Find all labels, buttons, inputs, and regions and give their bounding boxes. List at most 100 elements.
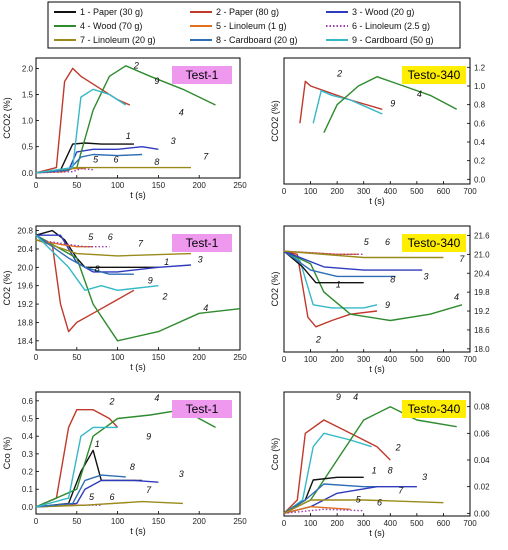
- y-tick-label: 0.00: [474, 509, 490, 518]
- curve-label-2: 2: [108, 396, 114, 406]
- legend-label-6: 6 - Linoleum (2.5 g): [352, 21, 430, 31]
- curve-label-4: 4: [179, 107, 184, 117]
- x-tick-label: 200: [193, 517, 207, 526]
- x-axis-label: t (s): [130, 190, 146, 200]
- x-tick-label: 200: [193, 181, 207, 190]
- curve-label-5: 5: [364, 237, 370, 247]
- curve-label-7: 7: [138, 239, 144, 249]
- curve-label-4: 4: [203, 303, 208, 313]
- y-tick-label: 18.0: [474, 345, 490, 354]
- series-line-2: [299, 80, 383, 124]
- x-tick-label: 100: [111, 353, 125, 362]
- y-tick-label: 0.6: [22, 397, 34, 406]
- legend-label-9: 9 - Cardboard (50 g): [352, 35, 434, 45]
- y-tick-label: 20.4: [474, 269, 490, 278]
- legend-box: [47, 1, 461, 49]
- curve-label-9: 9: [148, 275, 153, 285]
- tag-label: Test-1: [186, 402, 219, 416]
- y-tick-label: 2.0: [22, 64, 34, 73]
- curve-label-3: 3: [171, 136, 176, 146]
- y-tick-label: 0.04: [474, 456, 490, 465]
- chart-panel-A: 0 50 100 150 200 250 0.0 0.5 1.0 1.5 2.0 t (s) CCO2 …: [2, 57, 247, 200]
- y-tick-label: 0.0: [22, 169, 34, 178]
- series-line-9: [35, 234, 159, 291]
- series-line-9: [312, 90, 383, 124]
- curve-label-8: 8: [390, 275, 395, 285]
- y-tick-label: 0.8: [474, 101, 486, 110]
- tag-box: [172, 400, 232, 418]
- curve-label-5: 5: [89, 492, 95, 502]
- y-tick-label: 21.6: [474, 231, 490, 240]
- curve-label-9: 9: [336, 392, 341, 402]
- curve-label-3: 3: [424, 272, 429, 282]
- series-line-8: [35, 153, 143, 174]
- series-line-3: [36, 234, 192, 273]
- tag-box: [402, 66, 466, 84]
- legend-label-4: 4 - Wood (70 g): [80, 21, 142, 31]
- x-tick-label: 600: [437, 355, 451, 364]
- x-tick-label: 400: [384, 519, 398, 528]
- series-line-5: [283, 506, 351, 514]
- y-tick-label: 0.5: [22, 143, 34, 152]
- curve-label-2: 2: [336, 69, 342, 79]
- x-tick-label: 50: [72, 353, 81, 362]
- legend-label-3: 3 - Wood (20 g): [352, 7, 414, 17]
- series-line-7: [283, 250, 444, 259]
- y-axis-label: CCO2 (%): [270, 100, 280, 142]
- series-line-9: [35, 426, 118, 508]
- x-tick-label: 0: [34, 181, 39, 190]
- x-tick-label: 400: [384, 187, 398, 196]
- y-tick-label: 0.06: [474, 429, 490, 438]
- curve-label-9: 9: [146, 432, 151, 442]
- curve-label-6: 6: [109, 492, 114, 502]
- x-tick-label: 100: [304, 187, 318, 196]
- x-tick-label: 0: [282, 519, 287, 528]
- curve-label-7: 7: [398, 485, 404, 495]
- x-tick-label: 700: [463, 355, 477, 364]
- y-tick-label: 18.4: [17, 337, 33, 346]
- x-tick-label: 250: [233, 517, 247, 526]
- curve-label-1: 1: [164, 257, 169, 267]
- series-line-8: [35, 474, 126, 508]
- tag-label: Test-1: [186, 68, 219, 82]
- y-tick-label: 0.6: [474, 119, 486, 128]
- y-tick-label: 19.6: [17, 282, 33, 291]
- y-tick-label: 0.4: [474, 138, 486, 147]
- curve-label-8: 8: [95, 264, 100, 274]
- series-line-4: [283, 250, 463, 322]
- curve-label-7: 7: [146, 485, 152, 495]
- curve-label-4: 4: [353, 392, 358, 402]
- chart-panel-B: 0 100 200 300 400 500 600 700 0.0 0.2 0.4 0.6 0.8 1.0…: [270, 57, 486, 206]
- curve-label-4: 4: [454, 292, 459, 302]
- x-tick-label: 400: [384, 355, 398, 364]
- x-tick-label: 300: [357, 187, 371, 196]
- x-tick-label: 200: [330, 519, 344, 528]
- x-tick-label: 150: [152, 181, 166, 190]
- y-tick-label: 1.2: [474, 63, 486, 72]
- x-tick-label: 50: [72, 181, 81, 190]
- y-tick-label: 19.8: [474, 288, 490, 297]
- x-tick-label: 0: [34, 517, 39, 526]
- series-line-6: [283, 508, 364, 514]
- x-tick-label: 500: [410, 519, 424, 528]
- legend-label-5: 5 - Linoleum (1 g): [216, 21, 287, 31]
- curve-label-4: 4: [154, 393, 159, 403]
- curve-label-6: 6: [114, 154, 119, 164]
- x-tick-label: 150: [152, 353, 166, 362]
- curve-label-1: 1: [372, 465, 377, 475]
- curve-label-6: 6: [385, 237, 390, 247]
- series-line-4: [35, 234, 241, 342]
- x-tick-label: 600: [437, 187, 451, 196]
- curve-label-2: 2: [133, 60, 139, 70]
- x-axis-label: t (s): [369, 364, 385, 374]
- y-tick-label: 0.4: [22, 432, 34, 441]
- x-tick-label: 250: [233, 181, 247, 190]
- x-tick-label: 200: [193, 353, 207, 362]
- series-line-2: [35, 234, 135, 333]
- y-axis-label: Cco (%): [2, 437, 12, 470]
- series-line-7: [283, 499, 444, 514]
- y-tick-label: 1.0: [22, 117, 34, 126]
- series-line-6: [35, 167, 94, 174]
- x-tick-label: 700: [463, 519, 477, 528]
